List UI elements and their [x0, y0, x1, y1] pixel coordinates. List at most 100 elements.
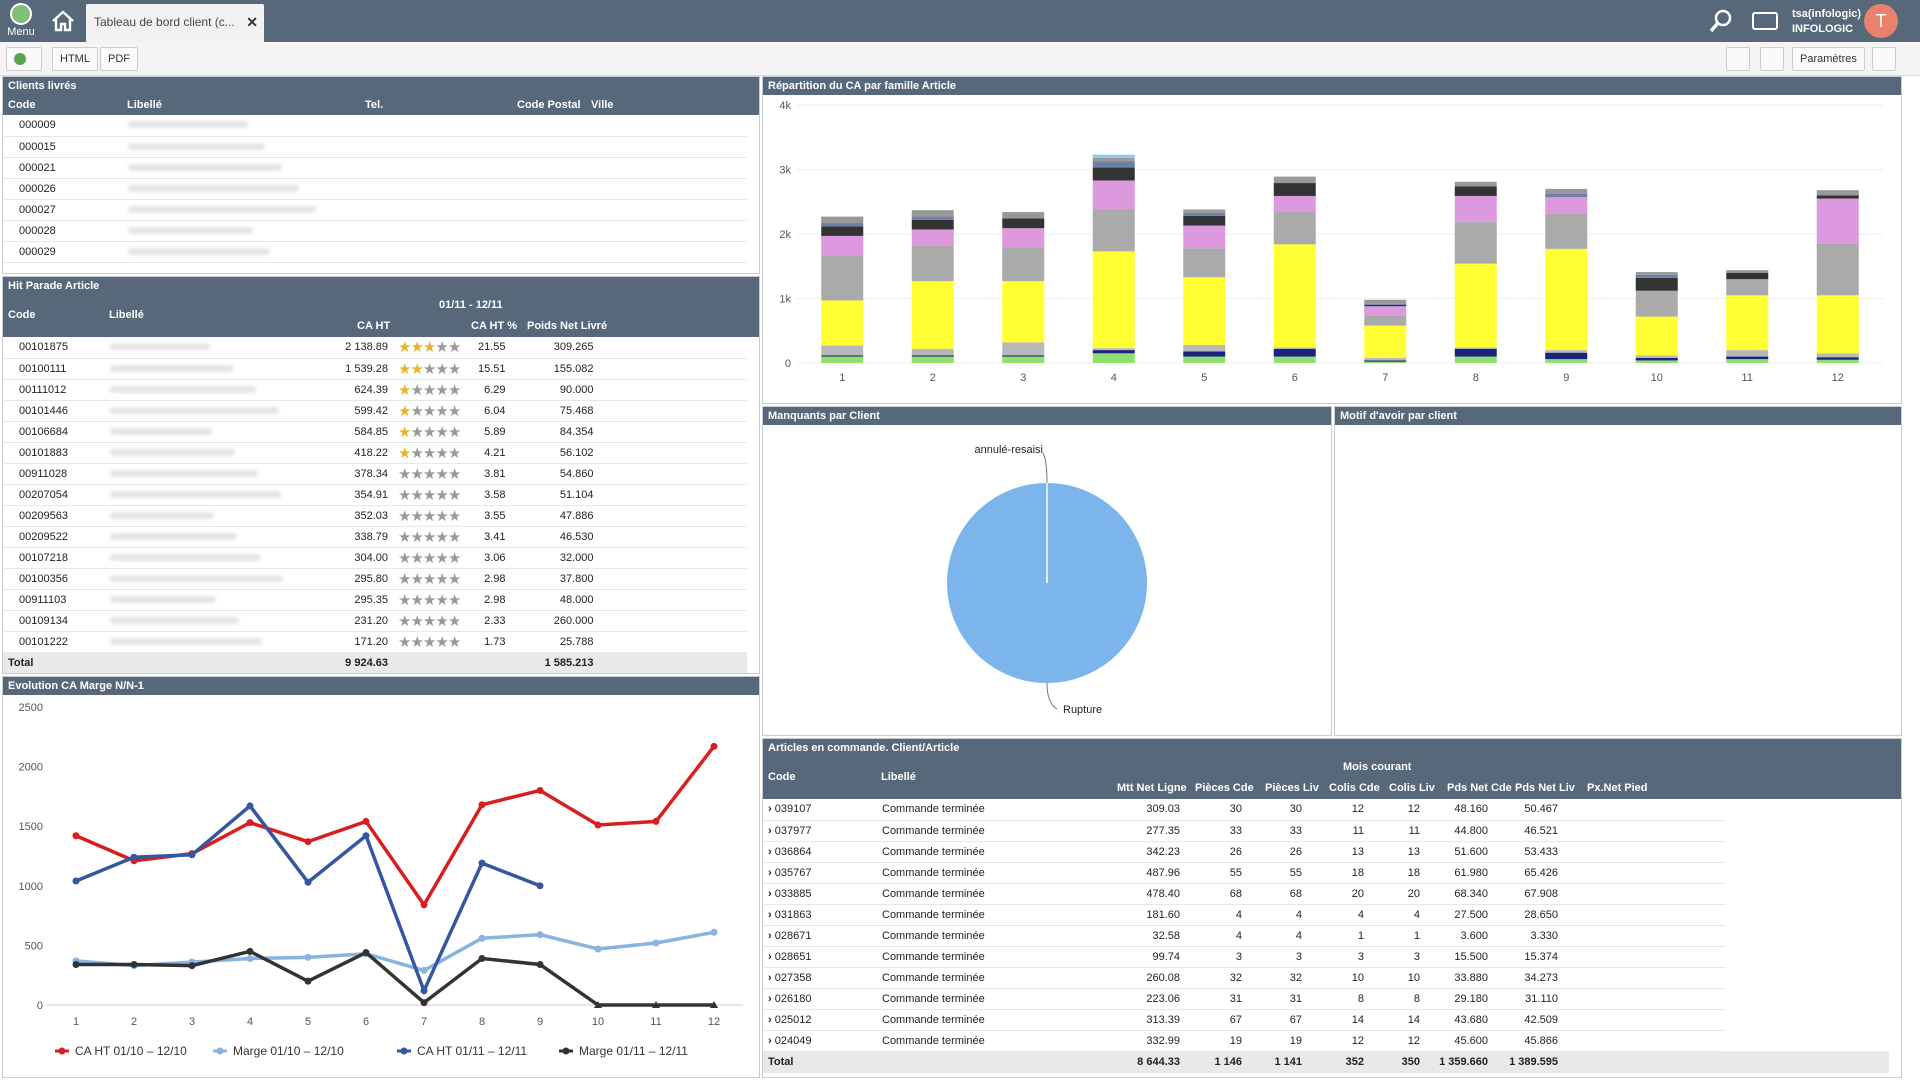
col-pds-cde[interactable]: Pds Net Cde [1447, 782, 1512, 794]
col-pieces-liv[interactable]: Pièces Liv [1265, 782, 1319, 794]
table-row[interactable]: 00911028 378.34 ★★★★★ 3.81 54.860 [3, 463, 747, 485]
col-poids[interactable]: Poids Net Livré [527, 320, 608, 332]
help-icon[interactable] [1872, 47, 1896, 71]
pdf-button[interactable]: PDF [100, 47, 138, 71]
col-pieces-cde[interactable]: Pièces Cde [1195, 782, 1254, 794]
cell: › 035767 [763, 862, 877, 884]
expand-chevron-icon[interactable]: › [768, 1013, 772, 1026]
table-row[interactable]: › 039107 Commande terminée 309.03 30 30 12 12 4… [763, 799, 1889, 821]
expand-chevron-icon[interactable]: › [768, 803, 772, 816]
table-row[interactable]: › 028671 Commande terminée 32.58 4 4 1 1 3.600 3… [763, 925, 1889, 947]
expand-chevron-icon[interactable]: › [768, 824, 772, 837]
table-row[interactable]: 000015 [3, 136, 747, 158]
hand-tool-button[interactable] [6, 47, 42, 71]
table-row[interactable]: › 028651 Commande terminée 99.74 3 3 3 3 15.500… [763, 946, 1889, 968]
table-row[interactable]: › 031863 Commande terminée 181.60 4 4 4 4 27.50… [763, 904, 1889, 926]
cell: 29.180 [1425, 988, 1493, 1010]
article-caht: 352.03 [337, 505, 393, 527]
menu-button[interactable]: Menu [0, 0, 42, 42]
expand-chevron-icon[interactable]: › [768, 1034, 772, 1047]
user-info[interactable]: tsa(infologic) INFOLOGIC [1792, 7, 1861, 37]
table-row[interactable]: › 036864 Commande terminée 342.23 26 26 13 13 5… [763, 841, 1889, 863]
zoom-icon[interactable] [1726, 47, 1750, 71]
table-row[interactable]: 00100356 295.80 ★★★★★ 2.98 37.800 [3, 568, 747, 590]
bar-segment [1183, 215, 1226, 226]
table-row[interactable]: 00101446 599.42 ★★★★★ 6.04 75.468 [3, 400, 747, 422]
col-libelle[interactable]: Libellé [881, 771, 916, 783]
table-row[interactable]: 00207054 354.91 ★★★★★ 3.58 51.104 [3, 484, 747, 506]
tab-dashboard[interactable]: Tableau de bord client (c... ✕ [86, 4, 264, 42]
col-px-pied[interactable]: Px.Net Pied [1587, 782, 1648, 794]
table-row[interactable]: 00101883 418.22 ★★★★★ 4.21 56.102 [3, 442, 747, 464]
html-button[interactable]: HTML [52, 47, 98, 71]
table-row[interactable]: › 026180 Commande terminée 223.06 31 31 8 8 29.… [763, 988, 1889, 1010]
close-icon[interactable]: ✕ [246, 14, 258, 30]
refresh-icon[interactable] [1760, 47, 1784, 71]
table-row[interactable]: 00100111 1 539.28 ★★★★★ 15.51 155.082 [3, 358, 747, 380]
table-row[interactable]: 00107218 304.00 ★★★★★ 3.06 32.000 [3, 547, 747, 569]
table-row[interactable]: 00101875 2 138.89 ★★★★★ 21.55 309.265 [3, 337, 747, 359]
table-row[interactable]: 000029 [3, 241, 747, 263]
table-row[interactable]: 000028 [3, 220, 747, 242]
rating-stars-icon: ★★★★★ [393, 463, 473, 485]
table-row[interactable]: 00209522 338.79 ★★★★★ 3.41 46.530 [3, 526, 747, 548]
table-row[interactable]: 00106684 584.85 ★★★★★ 5.89 84.354 [3, 421, 747, 443]
expand-chevron-icon[interactable]: › [768, 887, 772, 900]
avatar[interactable]: T [1864, 4, 1898, 38]
search-icon[interactable] [1708, 8, 1734, 34]
bar-segment [1092, 161, 1135, 168]
col-ville[interactable]: Ville [591, 99, 614, 111]
table-row[interactable]: 00111012 624.39 ★★★★★ 6.29 90.000 [3, 379, 747, 401]
expand-chevron-icon[interactable]: › [768, 929, 772, 942]
table-row[interactable]: › 024049 Commande terminée 332.99 19 19 12 12 4… [763, 1030, 1889, 1052]
table-row[interactable]: 00911103 295.35 ★★★★★ 2.98 48.000 [3, 589, 747, 611]
expand-chevron-icon[interactable]: › [768, 950, 772, 963]
col-libelle[interactable]: Libellé [109, 309, 144, 321]
bar-segment [911, 219, 954, 230]
col-code[interactable]: Code [8, 309, 36, 321]
table-row[interactable]: › 033885 Commande terminée 478.40 68 68 20 20 6… [763, 883, 1889, 905]
col-colis-liv[interactable]: Colis Liv [1389, 782, 1435, 794]
bar-segment [821, 255, 864, 301]
home-icon[interactable] [48, 7, 78, 35]
period-label: 01/11 - 12/11 [439, 299, 503, 311]
expand-chevron-icon[interactable]: › [768, 971, 772, 984]
table-row[interactable]: 000026 [3, 178, 747, 200]
data-point [710, 742, 718, 750]
col-caht[interactable]: CA HT [357, 320, 391, 332]
col-mtt[interactable]: Mtt Net Ligne [1117, 782, 1187, 794]
col-tel[interactable]: Tel. [365, 99, 384, 111]
col-code[interactable]: Code [768, 771, 796, 783]
cell: 181.60 [1105, 904, 1185, 926]
expand-chevron-icon[interactable]: › [768, 908, 772, 921]
table-row[interactable]: 000021 [3, 157, 747, 179]
expand-chevron-icon[interactable]: › [768, 992, 772, 1005]
keyboard-icon[interactable] [1752, 12, 1778, 30]
cell: › 027358 [763, 967, 877, 989]
table-row[interactable]: › 035767 Commande terminée 487.96 55 55 18 18 6… [763, 862, 1889, 884]
expand-chevron-icon[interactable]: › [768, 866, 772, 879]
table-row[interactable]: › 037977 Commande terminée 277.35 33 33 11 11 4… [763, 820, 1889, 842]
table-row[interactable]: 000027 [3, 199, 747, 221]
table-row[interactable]: 00101222 171.20 ★★★★★ 1.73 25.788 [3, 631, 747, 653]
col-colis-cde[interactable]: Colis Cde [1329, 782, 1380, 794]
table-row[interactable]: 00209563 352.03 ★★★★★ 3.55 47.886 [3, 505, 747, 527]
col-libelle[interactable]: Libellé [127, 99, 162, 111]
col-code-postal[interactable]: Code Postal [517, 99, 581, 111]
data-point [246, 955, 254, 963]
article-caht: 599.42 [337, 400, 393, 422]
col-code[interactable]: Code [8, 99, 36, 111]
cell: 487.96 [1105, 862, 1185, 884]
bar-segment [821, 216, 864, 224]
table-row[interactable]: 00109134 231.20 ★★★★★ 2.33 260.000 [3, 610, 747, 632]
col-pds-liv[interactable]: Pds Net Liv [1515, 782, 1575, 794]
expand-chevron-icon[interactable]: › [768, 845, 772, 858]
table-row[interactable]: 000009 [3, 115, 747, 137]
data-point [246, 802, 254, 810]
table-row[interactable]: › 027358 Commande terminée 260.08 32 32 10 10 3… [763, 967, 1889, 989]
params-button[interactable]: Paramètres [1792, 47, 1865, 71]
table-row[interactable]: › 025012 Commande terminée 313.39 67 67 14 14 4… [763, 1009, 1889, 1031]
article-caht: 354.91 [337, 484, 393, 506]
tab-title: Tableau de bord client (c... [94, 15, 235, 29]
col-caht-pct[interactable]: CA HT % [471, 320, 518, 332]
